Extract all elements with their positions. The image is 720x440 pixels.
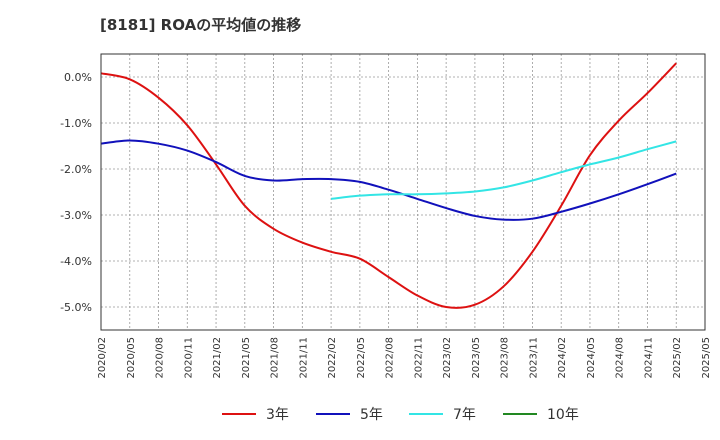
x-tick-label: 2025/02 — [672, 337, 683, 379]
series-line-2 — [330, 140, 677, 200]
x-axis: 2020/02 2020/05 2020/08 2020/11 2021/02 2021/… — [97, 337, 712, 379]
x-tick-label: 2023/11 — [528, 337, 539, 379]
x-tick-label: 2022/11 — [413, 337, 424, 379]
y-tick-label: 0.0% — [64, 71, 92, 84]
x-tick-label: 2021/08 — [270, 337, 281, 379]
legend-label: 7年 — [453, 407, 476, 423]
series-line-0 — [100, 62, 677, 309]
y-tick-label: -1.0% — [60, 117, 92, 130]
y-tick-label: -3.0% — [60, 209, 92, 222]
x-tick-label: 2024/05 — [586, 337, 597, 379]
x-tick-label: 2022/08 — [385, 337, 396, 379]
x-tick-label: 2020/02 — [97, 337, 108, 379]
y-tick-label: -2.0% — [60, 163, 92, 176]
x-tick-label: 2020/05 — [126, 337, 137, 379]
legend: 3年 5年 7年 10年 — [222, 407, 579, 423]
x-tick-label: 2024/11 — [643, 337, 654, 379]
x-tick-label: 2023/08 — [500, 337, 511, 379]
x-tick-label: 2021/11 — [298, 337, 309, 379]
plot-frame — [100, 53, 706, 331]
x-tick-label: 2023/05 — [471, 337, 482, 379]
x-tick-label: 2022/05 — [356, 337, 367, 379]
y-tick-label: -4.0% — [60, 255, 92, 268]
x-tick-label: 2022/02 — [327, 337, 338, 379]
x-tick-label: 2021/02 — [212, 337, 223, 379]
x-tick-label: 2025/05 — [701, 337, 712, 379]
grid — [100, 54, 706, 330]
legend-label: 5年 — [360, 407, 383, 423]
x-tick-label: 2021/05 — [241, 337, 252, 379]
chart-title: [8181] ROAの平均値の推移 — [100, 16, 301, 34]
y-tick-label: -5.0% — [60, 301, 92, 314]
series-lines — [100, 62, 677, 309]
x-tick-label: 2024/08 — [615, 337, 626, 379]
y-axis: 0.0% -1.0% -2.0% -3.0% -4.0% -5.0% — [60, 71, 92, 314]
legend-label: 10年 — [547, 407, 579, 423]
x-tick-label: 2020/08 — [155, 337, 166, 379]
x-tick-label: 2024/02 — [557, 337, 568, 379]
legend-label: 3年 — [266, 407, 289, 423]
x-tick-label: 2020/11 — [183, 337, 194, 379]
series-line-1 — [100, 139, 677, 221]
x-tick-label: 2023/02 — [442, 337, 453, 379]
